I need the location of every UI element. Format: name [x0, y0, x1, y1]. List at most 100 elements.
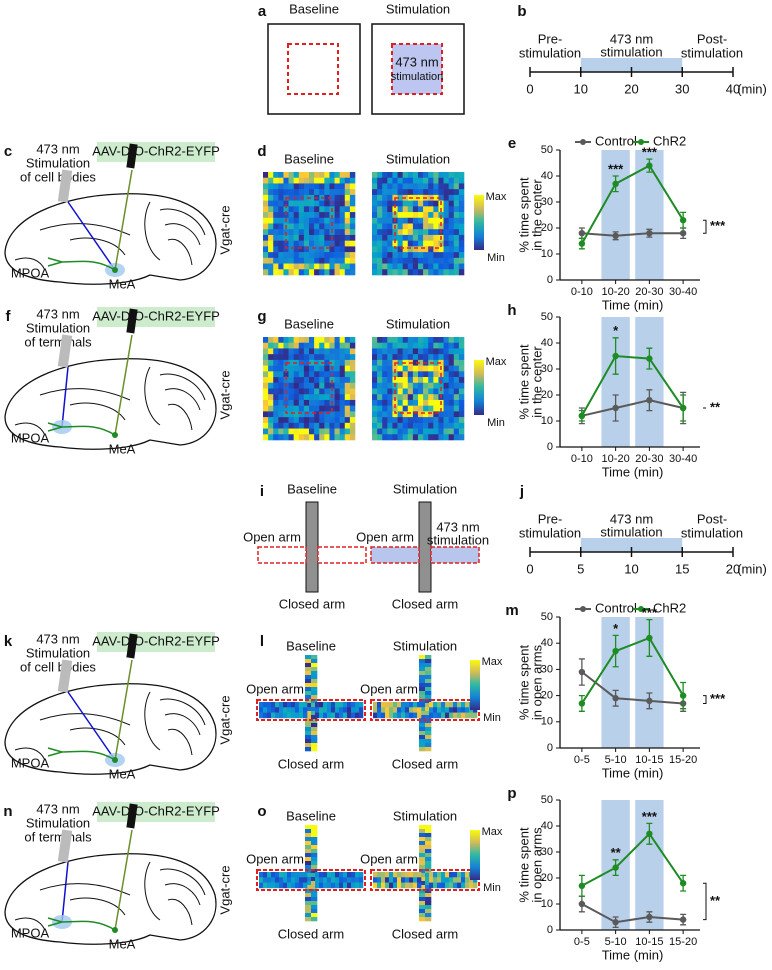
heatmap-cell [382, 177, 388, 184]
heatmap-cell [293, 422, 300, 429]
heatmap-cell [445, 877, 450, 883]
heatmap-cell [324, 183, 330, 190]
heatmap-cell [413, 882, 418, 889]
heatmap-cell [349, 337, 356, 344]
heatmap-cell [425, 869, 432, 874]
heatmap-cell [334, 348, 340, 355]
heatmap-cell [407, 217, 414, 224]
heatmap-cell [433, 405, 439, 412]
heatmap-cell [305, 731, 312, 736]
scale-label: Min [487, 252, 505, 264]
heatmap-cell [278, 354, 284, 361]
scale-label: Min [483, 712, 501, 724]
heatmap-cell [428, 269, 434, 276]
heatmap-cell [268, 399, 274, 406]
heatmap-cell [397, 212, 403, 219]
heatmap-cell [319, 212, 325, 219]
legend-swatch [638, 606, 644, 612]
data-point [578, 240, 586, 247]
heatmap-cell [443, 388, 449, 395]
data-point [612, 232, 619, 239]
heatmap-cell [428, 399, 434, 406]
heatmap-cell [397, 263, 403, 270]
heatmap-cell [263, 359, 269, 366]
heatmap-cell [438, 348, 444, 355]
heatmap-cell [382, 422, 388, 429]
x-axis-label: Time (min) [602, 297, 664, 312]
heatmap-cell [397, 246, 403, 253]
heatmap-cell [268, 382, 274, 389]
heatmap-cell [314, 394, 320, 401]
heatmap-cell [418, 200, 424, 207]
heatmap-cell [339, 217, 346, 224]
heatmap-cell [334, 417, 340, 424]
heatmap-cell [372, 371, 378, 378]
heatmap-cell [344, 371, 351, 378]
tick-label: 5 [577, 561, 584, 576]
heatmap-cell [428, 217, 434, 224]
heatmap-cell [453, 428, 460, 435]
heatmap-cell [293, 405, 300, 412]
heatmap-cell [418, 212, 424, 219]
heatmap-cell [428, 428, 434, 435]
heatmap-cell [402, 172, 409, 179]
heatmap-cell [473, 712, 478, 719]
data-point [578, 412, 586, 419]
heatmap-cell [448, 263, 455, 270]
heatmap-cell [473, 877, 478, 883]
heatmap-cell [373, 877, 378, 883]
heatmap-cell [324, 377, 330, 384]
heatmap-cell [319, 702, 324, 708]
heatmap-cell [423, 223, 429, 230]
heatmap-cell [295, 707, 300, 713]
heatmap-cell [402, 252, 409, 259]
heatmap-cell [293, 223, 300, 230]
heatmap-cell [349, 177, 356, 184]
heatmap-cell [372, 399, 378, 406]
heatmap-cell [377, 388, 383, 395]
heatmap-cell [428, 240, 434, 247]
heatmap-cell [349, 365, 356, 372]
x-axis-label: Time (min) [602, 464, 664, 479]
heatmap-cell [438, 417, 444, 424]
heatmap-cell [425, 877, 432, 882]
heatmap-cell [433, 411, 439, 418]
heatmap-cell [314, 377, 320, 384]
heatmap-cell [305, 679, 312, 684]
heatmap-cell [305, 695, 312, 700]
heatmap-cell [418, 422, 424, 429]
heatmap-cell [298, 422, 305, 429]
heatmap-cell [433, 872, 438, 878]
heatmap-cell [418, 359, 424, 366]
heatmap-cell [273, 388, 279, 395]
heatmap-cell [387, 246, 393, 253]
heatmap-cell [343, 702, 348, 708]
heatmap-cell [407, 354, 414, 361]
data-point [679, 217, 687, 224]
heatmap-cell [324, 348, 330, 355]
heatmap-cell [293, 382, 300, 389]
heatmap-cell [402, 183, 409, 190]
heatmap-cell [268, 365, 274, 372]
heatmap-cell [433, 365, 439, 372]
significance: ** [710, 893, 721, 908]
arm-label: Open arm [246, 681, 304, 696]
heatmap-cell [343, 707, 348, 713]
heatmap-cell [419, 663, 426, 668]
heatmap-cell [288, 411, 294, 418]
scale-label: Min [483, 882, 501, 894]
heatmap-cell [268, 371, 274, 378]
heatmap-cell [377, 172, 383, 179]
heatmap-cell [288, 354, 294, 361]
heatmap-cell [324, 422, 330, 429]
heatmap-cell [402, 234, 409, 241]
heatmap-cell [309, 388, 315, 395]
heatmap-cell [402, 388, 409, 395]
heatmap-cell [425, 881, 432, 886]
heatmap-cell [372, 388, 378, 395]
heatmap-cell [405, 882, 410, 889]
significance: *** [608, 161, 624, 176]
y-axis-label: in the center [529, 346, 544, 418]
heatmap-cell [402, 411, 409, 418]
heatmap-cell [402, 428, 409, 435]
